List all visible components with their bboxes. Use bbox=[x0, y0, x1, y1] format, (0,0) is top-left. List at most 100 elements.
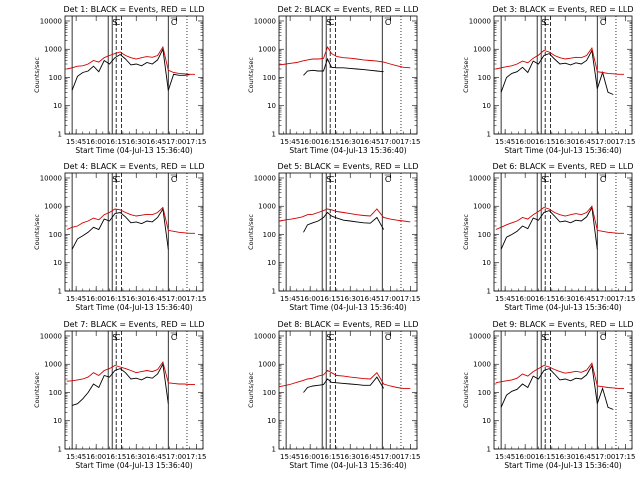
series-lld bbox=[495, 362, 624, 389]
attenuator-marker: C bbox=[544, 333, 550, 342]
y-tick-label: 100 bbox=[49, 389, 62, 397]
attenuator-marker: S bbox=[326, 333, 331, 342]
y-tick-label: 100 bbox=[49, 74, 62, 82]
x-tick-label: 17:00 bbox=[595, 295, 615, 303]
attenuator-marker: S bbox=[541, 18, 546, 27]
x-tick-label: 16:15 bbox=[535, 295, 555, 303]
x-tick-label: 16:00 bbox=[300, 453, 320, 461]
y-tick-label: 10000 bbox=[469, 17, 491, 25]
attenuator-marker: S bbox=[326, 18, 331, 27]
detector-panel-1: Det 1: BLACK = Events, RED = LLD 1 10 100 10… bbox=[33, 5, 206, 155]
marker-bracket bbox=[384, 332, 391, 339]
y-tick-label: 10000 bbox=[40, 174, 62, 182]
y-tick-label: 1000 bbox=[473, 46, 491, 54]
marker-bracket bbox=[599, 17, 606, 24]
plot-frame bbox=[493, 172, 633, 292]
x-axis-label: Start Time (04-Jul-13 15:36:40) bbox=[75, 303, 192, 312]
x-tick-label: 16:30 bbox=[340, 453, 360, 461]
y-tick-label: 1 bbox=[58, 288, 62, 296]
y-tick-label: 100 bbox=[263, 389, 276, 397]
y-tick-label: 1000 bbox=[258, 203, 276, 211]
x-axis-label: Start Time (04-Jul-13 15:36:40) bbox=[75, 461, 192, 470]
attenuator-marker: C bbox=[385, 175, 391, 184]
y-tick-label: 10 bbox=[267, 417, 276, 425]
x-tick-label: 16:15 bbox=[106, 138, 126, 146]
x-axis-label: Start Time (04-Jul-13 15:36:40) bbox=[504, 146, 621, 155]
attenuator-marker: C bbox=[544, 18, 550, 27]
x-tick-label: 17:15 bbox=[186, 295, 206, 303]
attenuator-marker: C bbox=[171, 18, 177, 27]
x-tick-label: 16:45 bbox=[146, 138, 166, 146]
y-axis-label: Counts/sec bbox=[33, 372, 41, 408]
x-tick-label: 17:00 bbox=[380, 295, 400, 303]
x-tick-label: 16:30 bbox=[126, 295, 146, 303]
x-tick-label: 16:15 bbox=[535, 453, 555, 461]
detector-panel-7: Det 7: BLACK = Events, RED = LLD 1 10 100 10… bbox=[33, 320, 206, 470]
detector-panel-4: Det 4: BLACK = Events, RED = LLD 1 10 100 10… bbox=[33, 162, 206, 312]
x-tick-label: 16:30 bbox=[340, 138, 360, 146]
attenuator-marker: C bbox=[600, 18, 606, 27]
x-tick-label: 16:45 bbox=[360, 138, 380, 146]
x-tick-label: 16:30 bbox=[126, 138, 146, 146]
y-tick-label: 1 bbox=[487, 446, 491, 454]
panel-title: Det 4: BLACK = Events, RED = LLD bbox=[64, 162, 205, 171]
x-axis-label: Start Time (04-Jul-13 15:36:40) bbox=[289, 461, 406, 470]
attenuator-marker: C bbox=[544, 175, 550, 184]
y-tick-label: 1000 bbox=[44, 203, 62, 211]
plot-frame bbox=[64, 172, 204, 292]
panel-title: Det 3: BLACK = Events, RED = LLD bbox=[493, 5, 634, 14]
series-lld bbox=[495, 205, 624, 234]
marker-bracket bbox=[384, 17, 391, 24]
series-lld bbox=[66, 45, 195, 75]
y-tick-label: 10000 bbox=[254, 332, 276, 340]
marker-bracket bbox=[170, 332, 177, 339]
plot-frame bbox=[493, 15, 633, 135]
x-tick-label: 16:45 bbox=[146, 295, 166, 303]
y-axis-label: Counts/sec bbox=[247, 214, 255, 250]
y-tick-label: 100 bbox=[478, 389, 491, 397]
x-tick-label: 16:15 bbox=[320, 453, 340, 461]
attenuator-marker: C bbox=[171, 175, 177, 184]
x-tick-label: 16:00 bbox=[300, 295, 320, 303]
y-tick-label: 10 bbox=[267, 259, 276, 267]
y-tick-label: 10 bbox=[482, 259, 491, 267]
attenuator-marker: C bbox=[329, 18, 335, 27]
x-tick-label: 16:00 bbox=[300, 138, 320, 146]
attenuator-marker: S bbox=[112, 18, 117, 27]
series-events bbox=[71, 362, 169, 406]
detector-panel-5: Det 5: BLACK = Events, RED = LLD 1 10 100 10… bbox=[247, 162, 420, 312]
attenuator-marker: S bbox=[112, 333, 117, 342]
y-tick-label: 10 bbox=[53, 259, 62, 267]
x-tick-label: 16:45 bbox=[360, 453, 380, 461]
panel-title: Det 9: BLACK = Events, RED = LLD bbox=[493, 320, 634, 329]
y-tick-label: 1000 bbox=[44, 361, 62, 369]
marker-bracket bbox=[170, 17, 177, 24]
attenuator-marker: S bbox=[541, 333, 546, 342]
y-axis-label: Counts/sec bbox=[462, 57, 470, 93]
y-tick-label: 100 bbox=[263, 74, 276, 82]
x-tick-label: 17:00 bbox=[380, 453, 400, 461]
series-events bbox=[500, 364, 614, 410]
y-tick-label: 1 bbox=[58, 131, 62, 139]
x-tick-label: 17:00 bbox=[595, 138, 615, 146]
x-tick-label: 16:30 bbox=[555, 453, 575, 461]
x-tick-label: 17:15 bbox=[615, 453, 635, 461]
x-axis-label: Start Time (04-Jul-13 15:36:40) bbox=[504, 303, 621, 312]
y-tick-label: 1000 bbox=[44, 46, 62, 54]
x-tick-label: 16:30 bbox=[126, 453, 146, 461]
x-tick-label: 17:15 bbox=[186, 453, 206, 461]
series-events bbox=[303, 57, 384, 76]
series-events bbox=[500, 206, 598, 250]
series-lld bbox=[66, 206, 195, 234]
x-tick-label: 17:15 bbox=[400, 453, 420, 461]
x-tick-label: 17:00 bbox=[166, 138, 186, 146]
x-tick-label: 17:00 bbox=[166, 295, 186, 303]
marker-bracket bbox=[599, 174, 606, 181]
y-axis-label: Counts/sec bbox=[33, 57, 41, 93]
attenuator-marker: S bbox=[326, 175, 331, 184]
x-axis-label: Start Time (04-Jul-13 15:36:40) bbox=[289, 303, 406, 312]
attenuator-marker: C bbox=[115, 18, 121, 27]
marker-bracket bbox=[384, 174, 391, 181]
